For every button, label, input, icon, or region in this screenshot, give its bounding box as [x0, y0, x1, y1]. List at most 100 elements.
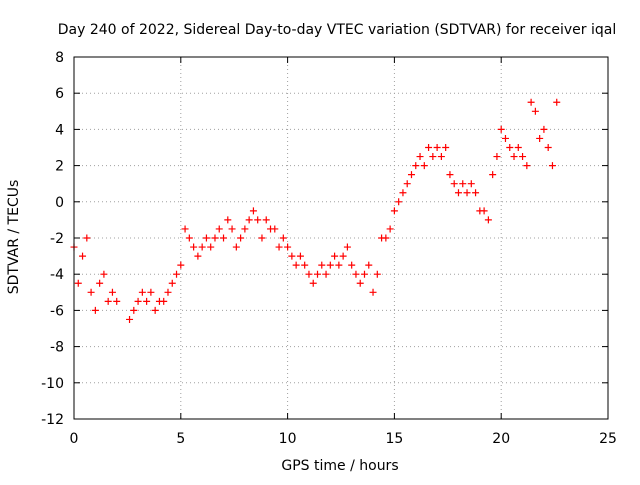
data-point [356, 279, 364, 287]
data-point [382, 234, 390, 242]
data-point [425, 144, 433, 151]
data-point [540, 125, 548, 133]
data-point [536, 134, 544, 142]
data-point [79, 252, 87, 260]
data-point [254, 216, 262, 224]
data-point [309, 279, 317, 287]
data-point [463, 189, 471, 197]
data-point [181, 225, 189, 233]
y-tick-label: -12 [41, 412, 64, 428]
data-point [480, 207, 488, 215]
x-tick-label: 25 [599, 431, 617, 447]
data-point [390, 207, 398, 215]
data-point [369, 288, 377, 296]
data-point [185, 234, 193, 242]
data-point [215, 225, 223, 233]
data-point [373, 270, 381, 278]
y-tick-label: 6 [55, 86, 64, 102]
series-layer [70, 98, 561, 323]
data-point [331, 252, 339, 260]
data-point [442, 144, 450, 151]
data-point [138, 288, 146, 296]
data-point [472, 189, 480, 197]
data-point [467, 180, 475, 188]
data-point [249, 207, 257, 215]
data-point [454, 189, 462, 197]
data-point [143, 297, 151, 305]
data-point [87, 288, 95, 296]
data-point [177, 261, 185, 269]
data-point [164, 288, 172, 296]
y-tick-label: 4 [55, 122, 64, 138]
data-point [104, 297, 112, 305]
data-point [126, 315, 134, 323]
data-point [108, 288, 116, 296]
data-point [202, 234, 210, 242]
data-point [245, 216, 253, 224]
data-point [506, 144, 514, 151]
data-point [190, 243, 198, 251]
data-point [211, 234, 219, 242]
data-point [365, 261, 373, 269]
data-point [151, 306, 159, 314]
chart-title: Day 240 of 2022, Sidereal Day-to-day VTE… [58, 22, 616, 38]
series-sdtvar [70, 98, 561, 323]
data-point [83, 234, 91, 242]
y-tick-label: 2 [55, 159, 64, 175]
data-point [433, 144, 441, 151]
data-point [510, 153, 518, 161]
data-point [284, 243, 292, 251]
x-tick-label: 0 [70, 431, 79, 447]
data-point [326, 261, 334, 269]
data-point [275, 243, 283, 251]
x-axis-label: GPS time / hours [281, 458, 398, 474]
data-point [544, 144, 552, 151]
data-point [220, 234, 228, 242]
data-point [386, 225, 394, 233]
data-point [305, 270, 313, 278]
data-point [497, 125, 505, 133]
x-tick-label: 20 [492, 431, 510, 447]
data-point [147, 288, 155, 296]
data-point [198, 243, 206, 251]
y-tick-label: -4 [50, 267, 64, 283]
data-point [450, 180, 458, 188]
data-point [301, 261, 309, 269]
data-point [288, 252, 296, 260]
data-point [113, 297, 121, 305]
data-point [232, 243, 240, 251]
data-point [446, 171, 454, 179]
data-point [514, 144, 522, 151]
data-point [412, 162, 420, 170]
data-point [292, 261, 300, 269]
data-point [484, 216, 492, 224]
data-point [531, 107, 539, 115]
data-point [296, 252, 304, 260]
data-point [360, 270, 368, 278]
data-point [74, 279, 82, 287]
data-point [459, 180, 467, 188]
data-point [501, 134, 509, 142]
data-point [314, 270, 322, 278]
data-point [519, 153, 527, 161]
x-tick-label: 15 [385, 431, 403, 447]
data-point [160, 297, 168, 305]
data-point [399, 189, 407, 197]
data-point [194, 252, 202, 260]
data-point [237, 234, 245, 242]
data-point [241, 225, 249, 233]
data-point [548, 162, 556, 170]
y-tick-label: -6 [50, 303, 64, 319]
data-point [262, 216, 270, 224]
data-point [403, 180, 411, 188]
y-tick-label: -8 [50, 340, 64, 356]
data-point [395, 198, 403, 206]
data-point [271, 225, 279, 233]
data-point [437, 153, 445, 161]
data-point [339, 252, 347, 260]
data-point [207, 243, 215, 251]
data-point [279, 234, 287, 242]
data-point [318, 261, 326, 269]
x-tick-label: 10 [279, 431, 297, 447]
